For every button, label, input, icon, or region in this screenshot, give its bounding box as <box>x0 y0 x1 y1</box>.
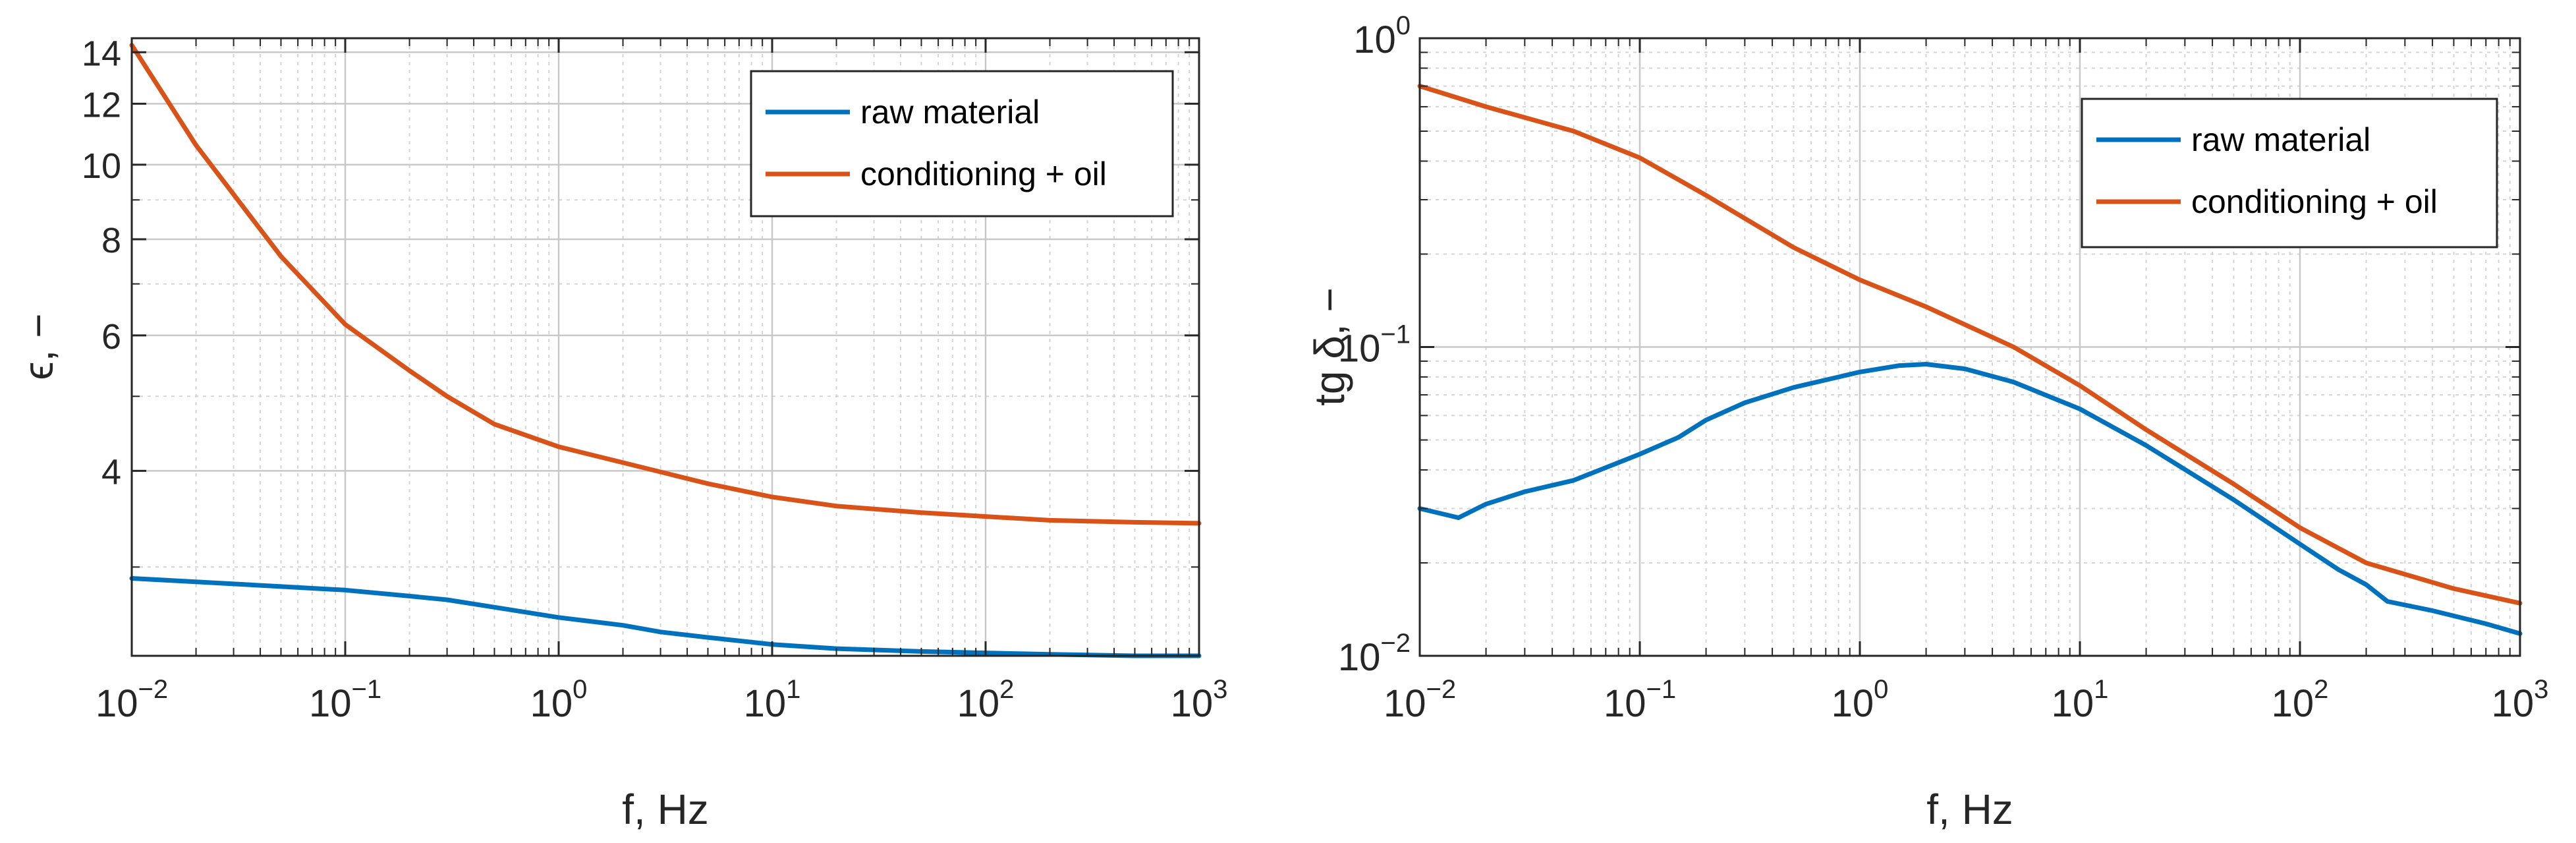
right-legend-box <box>2081 98 2498 248</box>
left-x-axis-label: f, Hz <box>622 786 709 833</box>
left-ticks <box>130 38 1200 656</box>
left-y-tick-label: 6 <box>101 317 121 357</box>
right-tick-labels: 10−2 10−1 100 101 102 103 10−2 10−1 100 <box>1338 11 2549 725</box>
left-series-line-1 <box>129 43 1202 526</box>
left-y-tick-label: 8 <box>101 221 121 260</box>
left-chart: 10−2 10−1 100 101 102 103 4 6 8 10 12 14 f, Hz ϵ, −… <box>14 34 1227 833</box>
left-legend: raw material conditioning + oil <box>750 70 1174 218</box>
left-x-tick-label: 102 <box>957 675 1015 725</box>
right-x-axis-label: f, Hz <box>1926 786 2013 833</box>
left-x-tick-label: 100 <box>530 675 588 725</box>
right-x-tick-label: 103 <box>2492 675 2549 725</box>
right-chart: 10−2 10−1 100 101 102 103 10−2 10−1 100 f, Hz tg… <box>1306 11 2548 833</box>
right-y-tick-label: 10−2 <box>1338 629 1411 679</box>
right-legend-label-0: raw material <box>2191 121 2370 158</box>
right-x-tick-label: 10−1 <box>1604 675 1676 725</box>
left-x-tick-label: 103 <box>1171 675 1228 725</box>
right-y-axis-label: tg δ, − <box>1306 287 1353 406</box>
right-x-tick-label: 100 <box>1832 675 1889 725</box>
left-grid <box>130 38 1200 656</box>
left-y-tick-label: 4 <box>101 452 121 492</box>
left-y-tick-label: 14 <box>82 34 121 73</box>
left-x-tick-label: 10−1 <box>309 675 381 725</box>
right-x-tick-label: 102 <box>2272 675 2329 725</box>
left-legend-label-0: raw material <box>860 94 1040 131</box>
right-x-tick-label: 10−2 <box>1384 675 1456 725</box>
left-x-tick-label: 10−2 <box>96 675 168 725</box>
right-series-line-0 <box>1417 362 2523 636</box>
left-lines <box>129 43 1202 658</box>
left-axes-box <box>130 37 1200 657</box>
right-legend: raw material conditioning + oil <box>2081 98 2498 248</box>
left-y-tick-label: 12 <box>82 85 121 125</box>
right-legend-label-1: conditioning + oil <box>2191 183 2438 220</box>
left-x-tick-label: 101 <box>744 675 801 725</box>
left-y-axis-label: ϵ, − <box>14 313 62 380</box>
right-x-tick-label: 101 <box>2052 675 2109 725</box>
right-y-tick-label: 10−1 <box>1338 320 1411 370</box>
left-y-tick-label: 10 <box>82 146 121 186</box>
right-series-line-1 <box>1417 84 2523 606</box>
left-legend-label-1: conditioning + oil <box>860 156 1107 192</box>
right-lines <box>1417 84 2523 636</box>
left-legend-box <box>750 70 1174 218</box>
right-ticks <box>1418 37 2521 657</box>
right-y-tick-label: 100 <box>1353 11 1411 61</box>
left-series-line-0 <box>129 576 1202 658</box>
left-tick-labels: 10−2 10−1 100 101 102 103 4 6 8 10 12 14 <box>82 34 1227 725</box>
